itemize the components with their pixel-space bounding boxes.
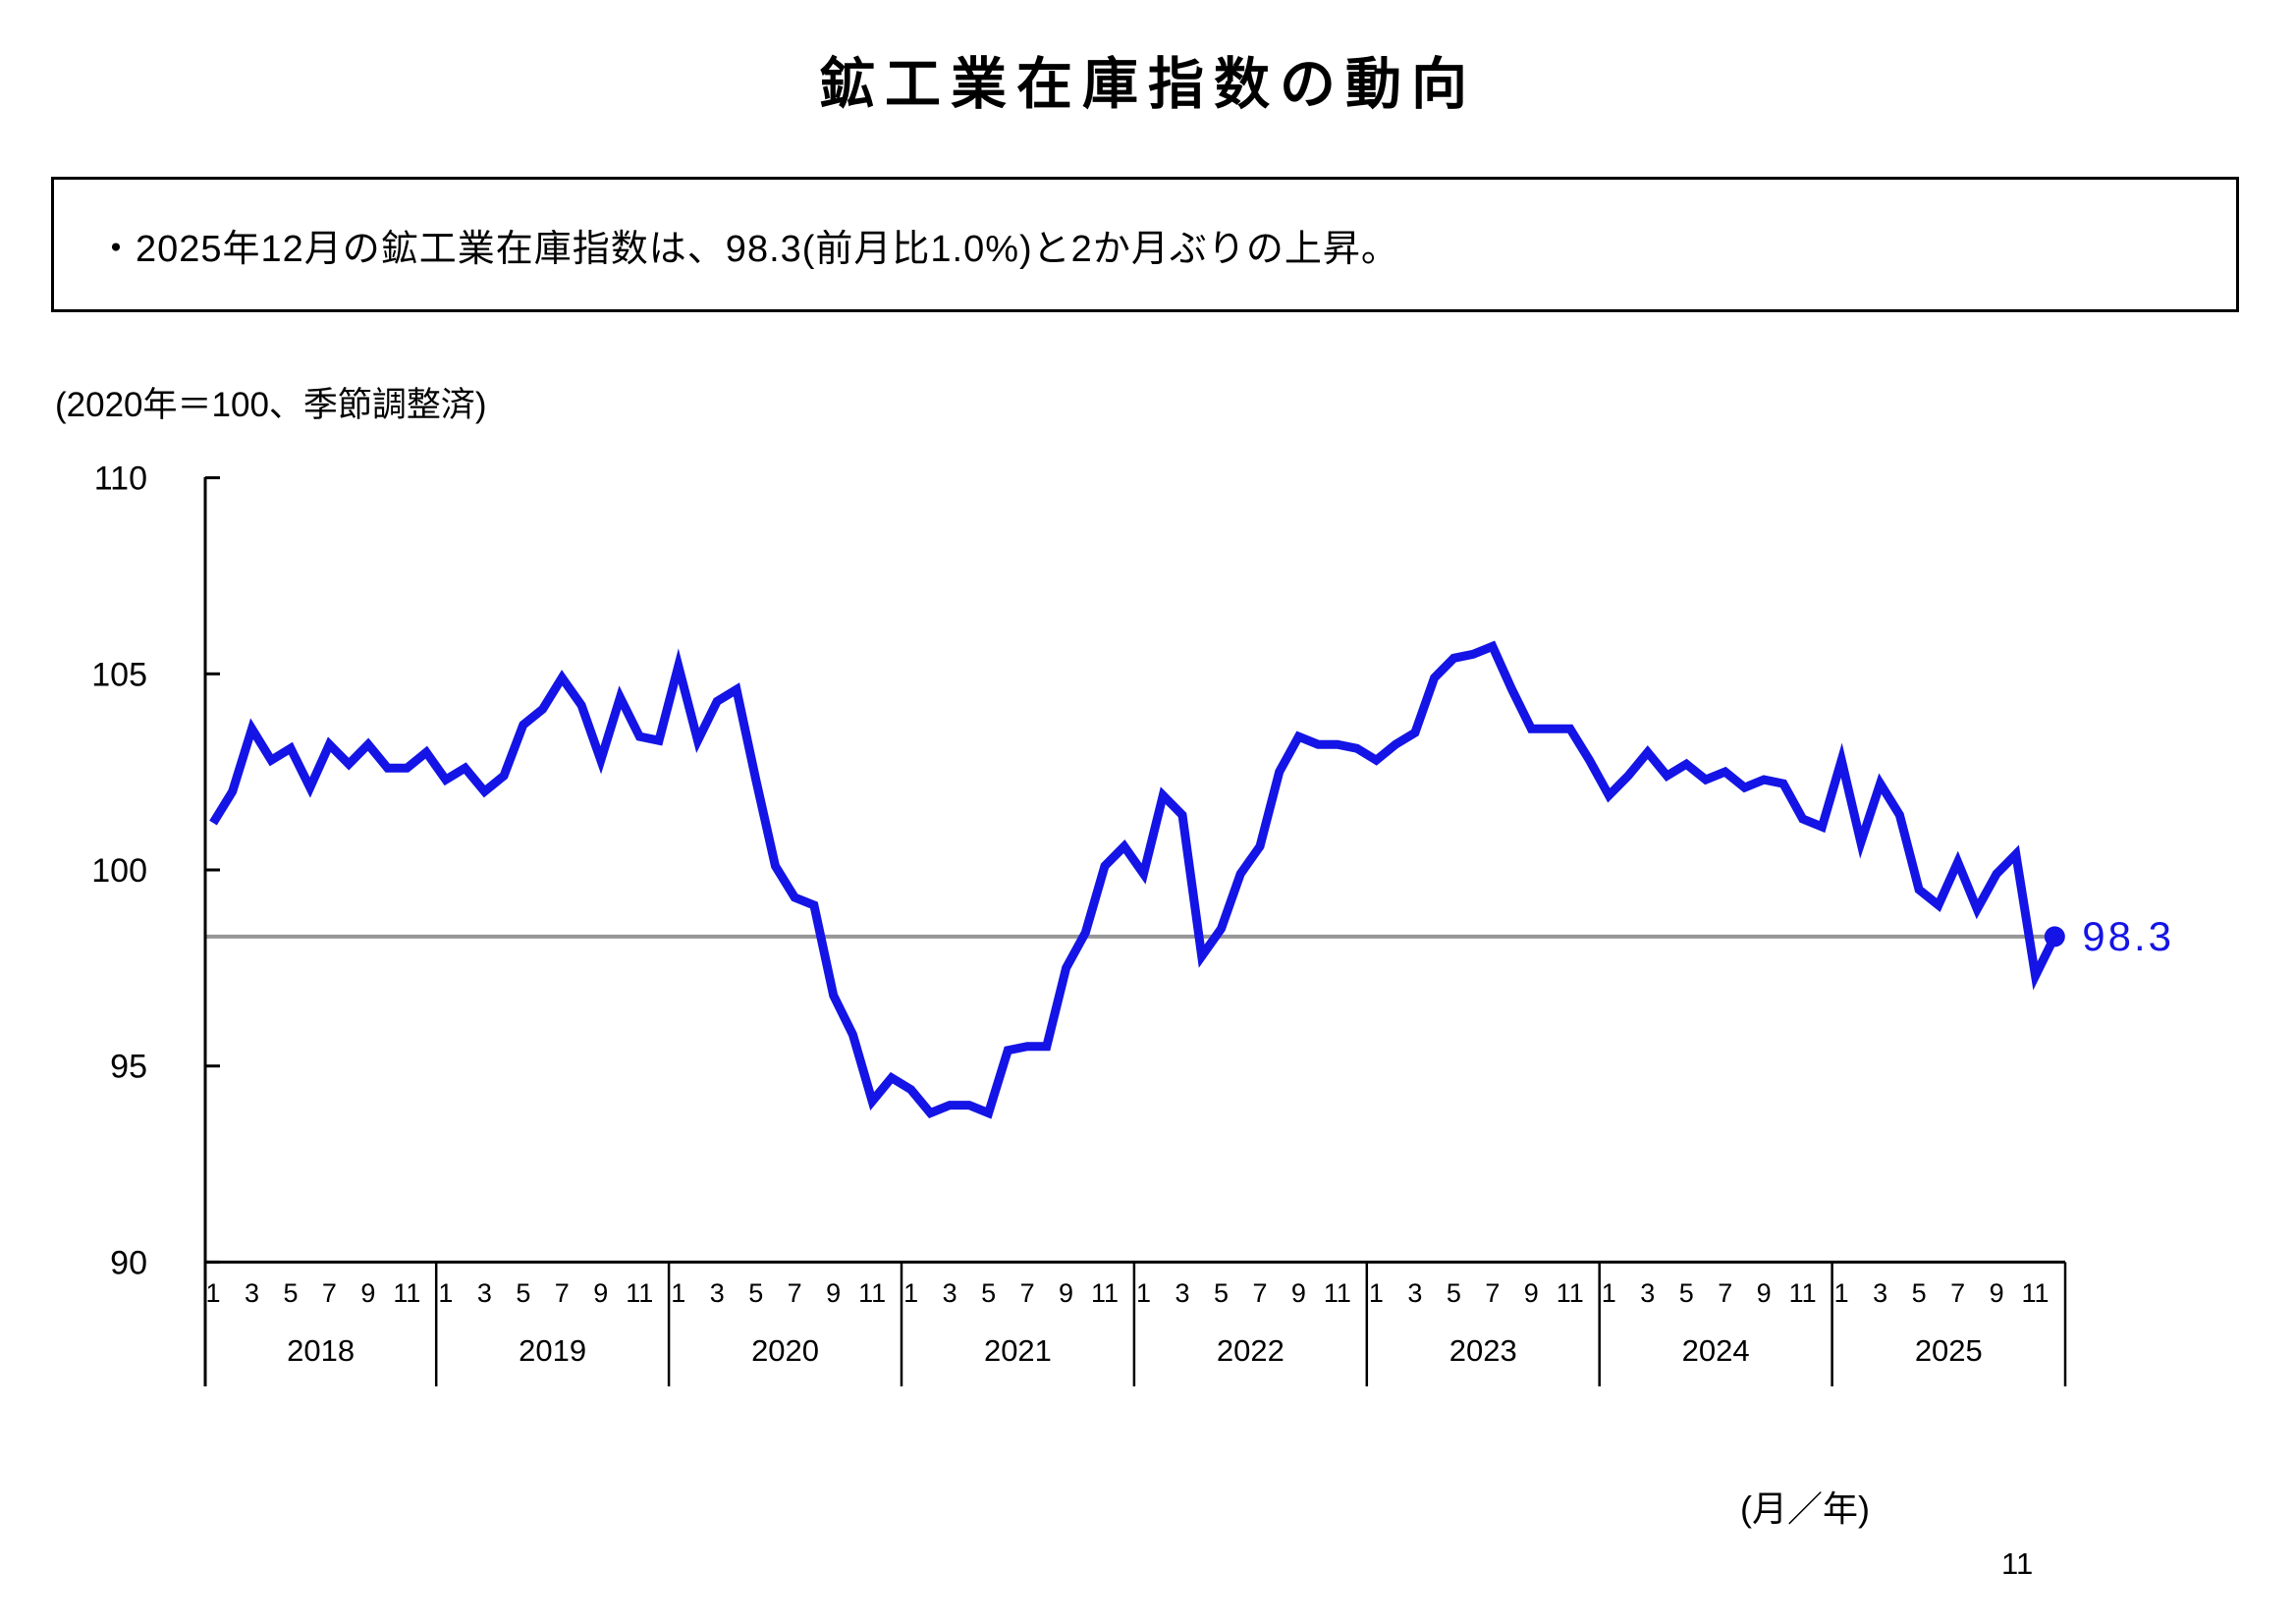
- month-tick-label: 5: [1912, 1278, 1927, 1308]
- axis-unit-note: (2020年＝100、季節調整済): [55, 386, 487, 424]
- year-label: 2021: [984, 1333, 1052, 1368]
- page-title: 鉱工業在庫指数の動向: [819, 53, 1477, 116]
- month-tick-label: 1: [671, 1278, 685, 1308]
- summary-text: ・2025年12月の鉱工業在庫指数は、98.3(前月比1.0%)と2か月ぶりの上…: [97, 228, 1399, 270]
- month-tick-label: 3: [1407, 1278, 1422, 1308]
- month-tick-label: 1: [438, 1278, 453, 1308]
- month-tick-label: 5: [1447, 1278, 1461, 1308]
- month-tick-label: 9: [1757, 1278, 1772, 1308]
- month-tick-label: 5: [516, 1278, 530, 1308]
- month-tick-label: 3: [245, 1278, 259, 1308]
- month-tick-label: 7: [1718, 1278, 1732, 1308]
- end-value-label: 98.3: [2082, 913, 2174, 959]
- month-tick-label: 1: [903, 1278, 918, 1308]
- y-tick-label: 105: [91, 656, 147, 693]
- month-tick-label: 7: [322, 1278, 337, 1308]
- y-tick-label: 100: [91, 852, 147, 890]
- month-tick-label: 3: [477, 1278, 492, 1308]
- year-label: 2024: [1682, 1333, 1750, 1368]
- month-tick-label: 9: [826, 1278, 841, 1308]
- month-tick-label: 11: [1324, 1278, 1351, 1308]
- year-label: 2025: [1915, 1333, 1983, 1368]
- month-tick-label: 5: [1214, 1278, 1229, 1308]
- month-tick-label: 7: [1950, 1278, 1965, 1308]
- month-tick-label: 1: [1834, 1278, 1849, 1308]
- month-tick-label: 5: [1679, 1278, 1694, 1308]
- x-axis-label: (月／年): [1740, 1489, 1870, 1529]
- year-label: 2018: [287, 1333, 355, 1368]
- year-label: 2023: [1449, 1333, 1517, 1368]
- year-label: 2020: [751, 1333, 819, 1368]
- month-tick-label: 5: [748, 1278, 763, 1308]
- month-tick-label: 11: [1091, 1278, 1119, 1308]
- month-tick-label: 9: [1524, 1278, 1539, 1308]
- month-tick-label: 11: [1789, 1278, 1817, 1308]
- summary-box: ・2025年12月の鉱工業在庫指数は、98.3(前月比1.0%)と2か月ぶりの上…: [51, 177, 2239, 312]
- month-tick-label: 11: [1557, 1278, 1584, 1308]
- y-tick-label: 95: [110, 1049, 147, 1086]
- month-tick-label: 9: [1291, 1278, 1306, 1308]
- month-tick-label: 7: [788, 1278, 802, 1308]
- y-tick-label: 90: [110, 1244, 147, 1281]
- month-tick-label: 9: [1990, 1278, 2004, 1308]
- month-tick-label: 1: [205, 1278, 220, 1308]
- year-label: 2019: [519, 1333, 586, 1368]
- month-tick-label: 3: [1873, 1278, 1887, 1308]
- end-point-marker: [2044, 926, 2065, 947]
- month-tick-label: 7: [555, 1278, 570, 1308]
- month-tick-label: 3: [1640, 1278, 1655, 1308]
- y-tick-label: 110: [94, 460, 147, 498]
- month-tick-label: 7: [1252, 1278, 1267, 1308]
- month-tick-label: 1: [1136, 1278, 1151, 1308]
- month-tick-label: 11: [393, 1278, 420, 1308]
- month-tick-label: 11: [626, 1278, 653, 1308]
- month-tick-label: 3: [1175, 1278, 1189, 1308]
- index-series-line: [209, 640, 2059, 1119]
- page-number: 11: [2001, 1546, 2034, 1581]
- month-tick-label: 7: [1485, 1278, 1500, 1308]
- year-label: 2022: [1217, 1333, 1285, 1368]
- month-tick-label: 5: [283, 1278, 298, 1308]
- month-tick-label: 3: [710, 1278, 725, 1308]
- month-tick-label: 1: [1369, 1278, 1384, 1308]
- month-tick-label: 9: [593, 1278, 608, 1308]
- month-tick-label: 11: [858, 1278, 886, 1308]
- month-tick-label: 1: [1602, 1278, 1616, 1308]
- month-tick-label: 9: [360, 1278, 375, 1308]
- month-tick-label: 5: [981, 1278, 996, 1308]
- month-tick-label: 11: [2022, 1278, 2050, 1308]
- month-tick-label: 3: [943, 1278, 957, 1308]
- month-tick-label: 7: [1020, 1278, 1035, 1308]
- month-tick-label: 9: [1059, 1278, 1073, 1308]
